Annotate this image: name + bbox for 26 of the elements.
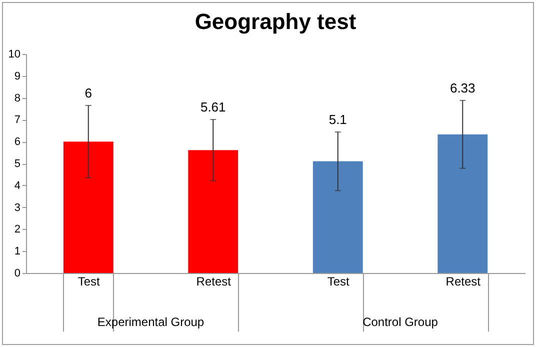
x-tick-label: Test <box>327 274 350 288</box>
x-tick-label: Retest <box>196 274 232 288</box>
bar <box>312 161 363 273</box>
y-tick-label: 0 <box>14 268 20 280</box>
y-tick-label: 8 <box>14 92 20 104</box>
x-tick-label: Retest <box>446 274 482 288</box>
data-label: 6 <box>84 85 92 100</box>
y-tick-label: 5 <box>14 158 20 170</box>
data-label: 5.61 <box>200 99 226 114</box>
text: Control Group <box>362 315 438 329</box>
y-tick-label: 9 <box>14 70 20 82</box>
y-tick-label: 10 <box>8 48 20 60</box>
y-tick-label: 4 <box>14 180 20 192</box>
bar <box>438 134 488 273</box>
y-tick-label: 3 <box>14 202 20 214</box>
y-tick-label: 2 <box>14 224 20 236</box>
y-tick-label: 1 <box>14 246 20 258</box>
text: Experimental Group <box>97 315 204 329</box>
bar <box>63 142 114 273</box>
data-label: 5.1 <box>328 112 347 127</box>
chart-title: Geography test <box>194 9 357 34</box>
bar <box>188 150 238 273</box>
x-tick-label: Test <box>78 274 101 288</box>
y-tick-label: 6 <box>14 136 20 148</box>
y-tick-label: 7 <box>14 114 20 126</box>
data-label: 6.33 <box>450 80 476 96</box>
